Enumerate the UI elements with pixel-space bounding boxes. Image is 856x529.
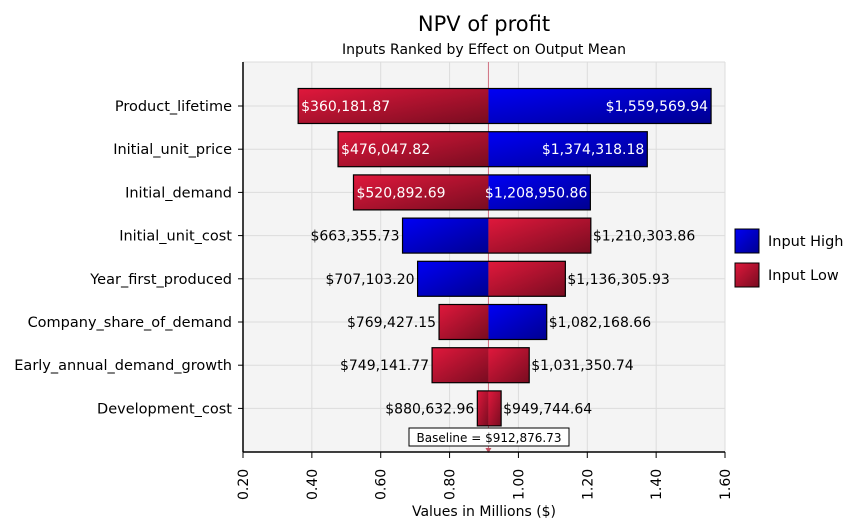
bar-left-segment [298, 88, 489, 124]
bar-right-segment [488, 174, 591, 210]
x-axis-label: Values in Millions ($) [412, 504, 556, 520]
baseline-box [408, 427, 570, 447]
bar-Development_cost: $880,632.96 $949,744.64 [385, 390, 592, 427]
category-label: Product_lifetime [115, 99, 232, 115]
bar-Company_share_of_demand: $769,427.15 $1,082,168.66 [347, 303, 652, 341]
legend-item: Input Low [734, 262, 839, 288]
bar-right-label: $1,082,168.66 [549, 315, 652, 331]
chart-subtitle: Inputs Ranked by Effect on Output Mean [342, 42, 626, 58]
bar-right-segment [488, 131, 648, 167]
bar-left-label: $520,892.69 [356, 185, 445, 201]
category-label: Development_cost [97, 401, 232, 417]
x-tick-label: 1.40 [649, 469, 665, 500]
bar-left-segment [402, 218, 489, 254]
chart-title: NPV of profit [418, 12, 550, 36]
category-label: Company_share_of_demand [28, 315, 232, 331]
bar-left-segment [432, 347, 489, 383]
baseline-marker-icon [485, 448, 492, 453]
bar-right-segment [488, 218, 591, 254]
bar-Initial_unit_price: $476,047.82 $1,374,318.18 [337, 131, 648, 168]
bar-Initial_unit_cost: $663,355.73 $1,210,303.86 [310, 217, 696, 254]
bar-left-label: $476,047.82 [341, 142, 430, 158]
legend-label: Input High [768, 234, 843, 250]
bar-left-segment [439, 304, 489, 340]
bar-right-segment [488, 390, 502, 426]
x-tick-label: 0.20 [236, 469, 252, 500]
bar-right-label: $1,208,950.86 [485, 185, 588, 201]
bar-right-label: $1,031,350.74 [531, 358, 634, 374]
bar-right-label: $1,559,569.94 [606, 99, 709, 115]
bar-right-label: $1,374,318.18 [542, 142, 644, 158]
bar-right-label: $1,210,303.86 [593, 229, 696, 245]
x-tick-label: 0.80 [443, 469, 459, 500]
bar-left-segment [477, 390, 489, 426]
bar-left-segment [338, 131, 489, 167]
x-tick-label: 1.60 [718, 469, 734, 500]
bar-Early_annual_demand_growth: $749,141.77 $1,031,350.74 [340, 347, 634, 384]
category-label: Year_first_produced [89, 272, 232, 288]
plot-area [243, 62, 725, 452]
x-tick-label: 0.60 [374, 469, 390, 500]
category-label: Initial_unit_cost [119, 229, 232, 245]
category-label: Early_annual_demand_growth [14, 358, 232, 374]
bar-Year_first_produced: $707,103.20 $1,136,305.93 [326, 260, 670, 297]
x-tick-label: 1.20 [580, 469, 596, 500]
baseline-label: Baseline = $912,876.73 [417, 431, 562, 445]
x-tick-label: 1.00 [511, 469, 527, 500]
x-tick-label: 0.40 [305, 469, 321, 500]
bar-left-label: $707,103.20 [326, 272, 415, 288]
legend-swatch [734, 262, 760, 288]
bar-left-label: $880,632.96 [385, 401, 474, 417]
bar-right-segment [488, 88, 712, 124]
bar-right-label: $949,744.64 [503, 401, 592, 417]
bar-Product_lifetime: $360,181.87 $1,559,569.94 [297, 87, 712, 125]
legend-item: Input High [734, 228, 843, 254]
bar-left-label: $749,141.77 [340, 358, 429, 374]
bar-left-label: $663,355.73 [310, 229, 399, 245]
bar-right-segment [488, 347, 530, 383]
bar-right-segment [488, 304, 547, 340]
bar-right-label: $1,136,305.93 [567, 272, 669, 288]
bar-left-label: $360,181.87 [301, 99, 390, 115]
bar-left-label: $769,427.15 [347, 315, 436, 331]
category-label: Initial_demand [125, 185, 232, 201]
category-label: Initial_unit_price [113, 142, 232, 158]
legend-label: Input Low [768, 268, 839, 284]
legend-swatch [734, 228, 760, 254]
bar-right-segment [488, 261, 566, 297]
bar-left-segment [417, 261, 489, 297]
bar-Initial_demand: $520,892.69 $1,208,950.86 [352, 174, 591, 211]
bar-left-segment [353, 174, 489, 210]
